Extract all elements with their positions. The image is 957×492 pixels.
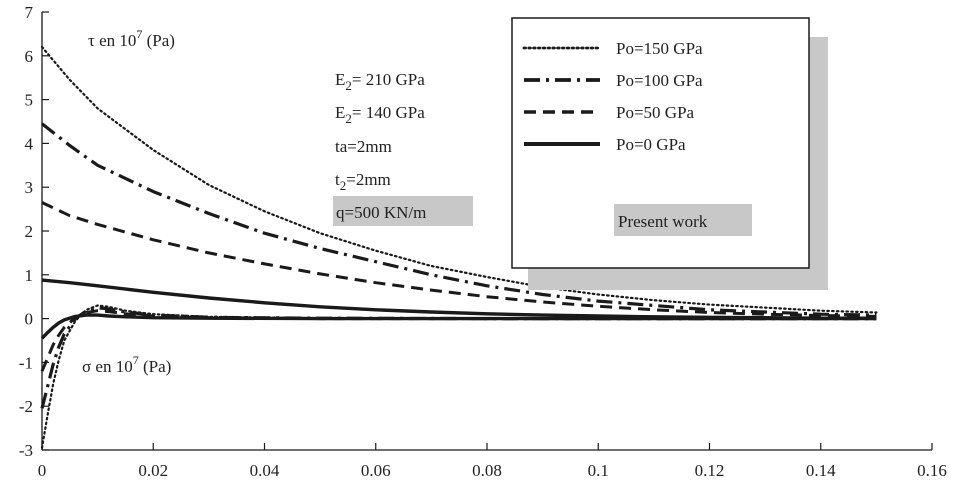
param-q: q=500 KN/m [336,203,426,222]
legend-label: Po=150 GPa [616,39,703,58]
x-tick-label: 0.02 [138,461,168,480]
y-tick-label: 2 [25,222,34,241]
x-tick-label: 0.04 [250,461,280,480]
y-tick-label: 0 [25,310,34,329]
series-line-tau-dashed [41,201,877,318]
y-tick-label: -1 [19,353,33,372]
legend-items: Po=150 GPa Po=100 GPa Po=50 GPa Po=0 GPa [522,39,703,154]
x-tick-label: 0.08 [472,461,502,480]
series-line-sigma-solid [40,313,877,340]
y-tick-label: 7 [25,3,34,22]
series-group [40,45,878,449]
legend-note-highlight [614,204,752,236]
series-line-tau-dotted [40,45,878,314]
tau-annotation: τ en 107 (Pa) [88,27,175,50]
y-tick-label: 5 [25,91,34,110]
y-tick-label: -2 [19,397,33,416]
param-e2-second: E2= 140 GPa [335,103,425,126]
y-tick-label: -3 [19,441,33,460]
x-tick-label: 0.12 [695,461,725,480]
y-tick-label: 4 [25,134,34,153]
x-tick-label: 0.14 [806,461,836,480]
legend: Po=150 GPa Po=100 GPa Po=50 GPa Po=0 GPa Pr… [511,17,828,290]
param-ta: ta=2mm [335,137,392,156]
param-e2-first: E2= 210 GPa [335,70,425,93]
legend-note: Present work [618,212,708,231]
x-tick-label: 0.16 [917,461,947,480]
legend-label: Po=100 GPa [616,71,703,90]
series-line-sigma-dotted [40,304,878,449]
y-tick-label: 1 [25,266,34,285]
sigma-annotation: σ en 107 (Pa) [82,353,171,376]
legend-label: Po=50 GPa [616,103,695,122]
y-tick-label: 3 [25,178,34,197]
y-tick-label: 6 [25,47,34,66]
x-tick-label: 0 [38,461,47,480]
series-line-tau-dashdot [41,122,877,317]
axes: -3 -2 -1 0 1 2 3 4 5 6 7 0 0.02 0.04 0.06 0.08 0.1 0.12 0.… [19,3,947,480]
x-tick-label: 0.06 [361,461,391,480]
legend-label: Po=0 GPa [616,135,686,154]
param-q-highlight [333,196,473,226]
param-t2: t2=2mm [335,170,391,193]
x-tick-label: 0.1 [588,461,609,480]
